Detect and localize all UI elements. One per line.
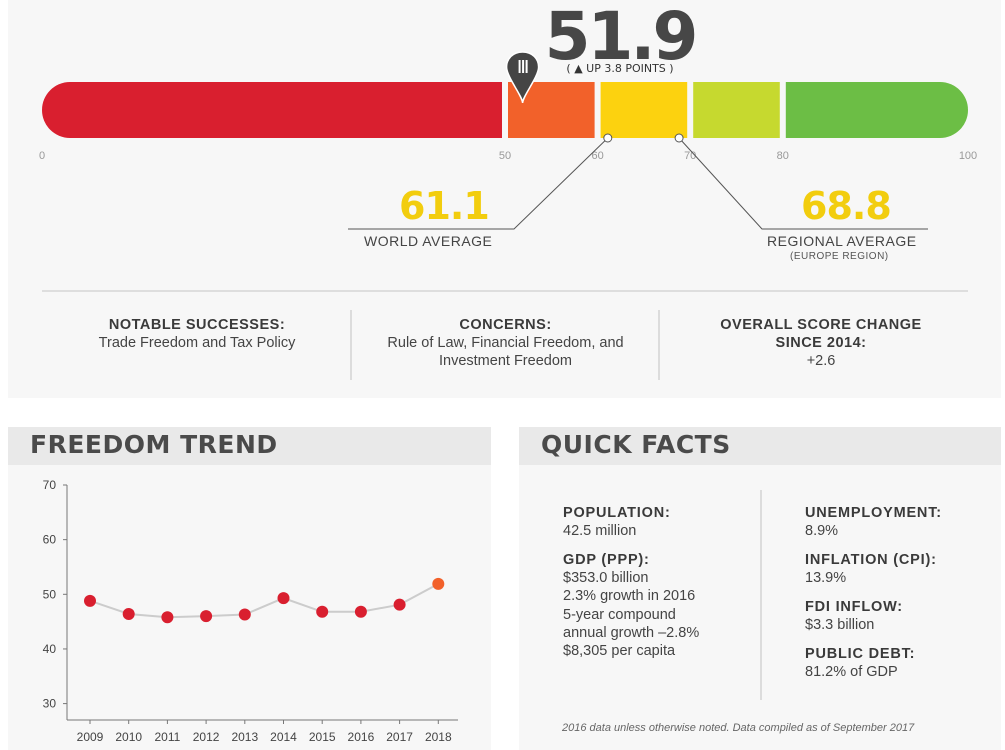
scale-tick-label: 100 <box>959 150 977 162</box>
successes-text: Trade Freedom and Tax Policy <box>98 335 296 351</box>
fact-population: POPULATION: 42.5 million <box>563 504 671 540</box>
world-average-connector <box>348 137 609 230</box>
y-tick-label: 50 <box>43 587 57 601</box>
concerns-heading: CONCERNS: <box>459 317 552 333</box>
x-tick-label: 2018 <box>425 730 452 744</box>
y-tick-label: 70 <box>43 478 57 492</box>
freedom-trend-header: FREEDOM TREND <box>8 427 491 465</box>
summary-separator <box>658 310 660 380</box>
trend-series-line <box>89 583 439 619</box>
fact-heading: INFLATION (CPI): <box>805 552 937 568</box>
trend-data-point <box>84 594 96 607</box>
trend-data-point <box>277 592 290 605</box>
scale-tick-label: 60 <box>591 150 603 162</box>
notable-successes: NOTABLE SUCCESSES: Trade Freedom and Tax… <box>42 316 352 352</box>
data-note: 2016 data unless otherwise noted. Data c… <box>562 722 915 734</box>
score-bar-segment <box>693 82 780 138</box>
regional-average-sublabel: (EUROPE REGION) <box>790 251 889 262</box>
fact-fdi-inflow: FDI INFLOW: $3.3 billion <box>805 598 903 634</box>
y-tick-label: 30 <box>43 697 57 711</box>
overall-change-heading: OVERALL SCORE CHANGE <box>720 317 922 333</box>
x-tick-label: 2011 <box>154 730 180 744</box>
fact-public-debt: PUBLIC DEBT: 81.2% of GDP <box>805 645 915 681</box>
fact-heading: UNEMPLOYMENT: <box>805 505 942 521</box>
trend-data-point <box>316 605 329 618</box>
score-bar-segment <box>600 82 688 138</box>
score-bar-segment <box>42 82 502 138</box>
fact-inflation: INFLATION (CPI): 13.9% <box>805 551 937 587</box>
regional-average-dot <box>674 133 684 143</box>
x-tick-label: 2012 <box>193 730 220 744</box>
score-bar: 0 50 60 70 80 100 <box>39 51 977 230</box>
overall-score-change: OVERALL SCORE CHANGE SINCE 2014: +2.6 <box>660 316 982 370</box>
x-tick-label: 2013 <box>231 730 258 744</box>
world-average-value: 61.1 <box>399 184 490 228</box>
fact-heading: PUBLIC DEBT: <box>805 646 916 662</box>
concerns: CONCERNS: Rule of Law, Financial Freedom… <box>352 316 659 370</box>
fact-value: $353.0 billion <box>563 570 649 587</box>
map-pin-icon <box>505 51 540 104</box>
scale-tick-label: 50 <box>499 150 511 162</box>
regional-average-value: 68.8 <box>801 184 892 228</box>
trend-data-point <box>238 608 251 621</box>
world-average-dot <box>603 133 613 143</box>
fact-value: 2.3% growth in 2016 <box>563 588 696 605</box>
score-bar-segment <box>785 82 968 138</box>
quick-facts-header: QUICK FACTS <box>519 427 1001 465</box>
fact-value: $3.3 billion <box>805 617 875 634</box>
concerns-text: Rule of Law, Financial Freedom, and <box>387 335 624 351</box>
regional-average-label: REGIONAL AVERAGE <box>767 233 917 249</box>
fact-heading: FDI INFLOW: <box>805 599 903 615</box>
trend-data-point <box>122 607 135 620</box>
x-tick-label: 2014 <box>270 730 297 744</box>
overall-change-value: +2.6 <box>806 353 836 369</box>
fact-unemployment: UNEMPLOYMENT: 8.9% <box>805 504 942 540</box>
fact-gdp: GDP (PPP): $353.0 billion 2.3% growth in… <box>563 551 699 660</box>
scale-tick-label: 0 <box>39 150 45 162</box>
fact-value: 13.9% <box>805 570 847 587</box>
fact-value: $8,305 per capita <box>563 643 676 660</box>
scale-tick-label: 80 <box>777 150 789 162</box>
scale-tick-label: 70 <box>684 150 696 162</box>
score-bar-segment <box>508 82 595 138</box>
overall-change-heading: SINCE 2014: <box>775 335 867 351</box>
fact-heading: GDP (PPP): <box>563 552 650 568</box>
overall-score: 51.9 <box>544 0 699 75</box>
x-tick-label: 2016 <box>348 730 375 744</box>
trend-data-point <box>393 598 406 611</box>
score-panel <box>8 0 1001 398</box>
fact-value: 81.2% of GDP <box>805 664 898 681</box>
freedom-trend-title: FREEDOM TREND <box>30 430 278 459</box>
fact-value: 42.5 million <box>563 523 637 540</box>
trend-data-point <box>432 577 445 590</box>
y-tick-label: 40 <box>43 642 57 656</box>
x-tick-label: 2009 <box>77 730 104 744</box>
facts-separator <box>760 490 762 700</box>
fact-value: 8.9% <box>805 523 839 540</box>
summary-divider <box>42 290 968 292</box>
concerns-text: Investment Freedom <box>439 353 572 369</box>
trend-data-point <box>200 610 213 623</box>
quick-facts-title: QUICK FACTS <box>541 430 731 459</box>
fact-value: annual growth –2.8% <box>563 624 700 641</box>
y-tick-label: 60 <box>43 533 57 547</box>
trend-data-point <box>354 605 367 618</box>
fact-heading: POPULATION: <box>563 505 671 521</box>
fact-value: 5-year compound <box>563 606 676 623</box>
world-average-label: WORLD AVERAGE <box>364 233 493 249</box>
x-tick-label: 2017 <box>386 730 413 744</box>
successes-heading: NOTABLE SUCCESSES: <box>108 317 286 333</box>
freedom-trend-chart: 30 40 50 60 70 2009 2010 2011 2012 2013 2014 2015 20… <box>43 478 458 744</box>
trend-data-point <box>161 611 174 624</box>
x-tick-label: 2010 <box>115 730 142 744</box>
x-tick-label: 2015 <box>309 730 336 744</box>
freedom-trend-panel <box>8 465 491 750</box>
summary-separator <box>350 310 352 380</box>
score-change: ( ▲ UP 3.8 POINTS ) <box>566 62 674 75</box>
regional-average-connector <box>678 137 928 230</box>
